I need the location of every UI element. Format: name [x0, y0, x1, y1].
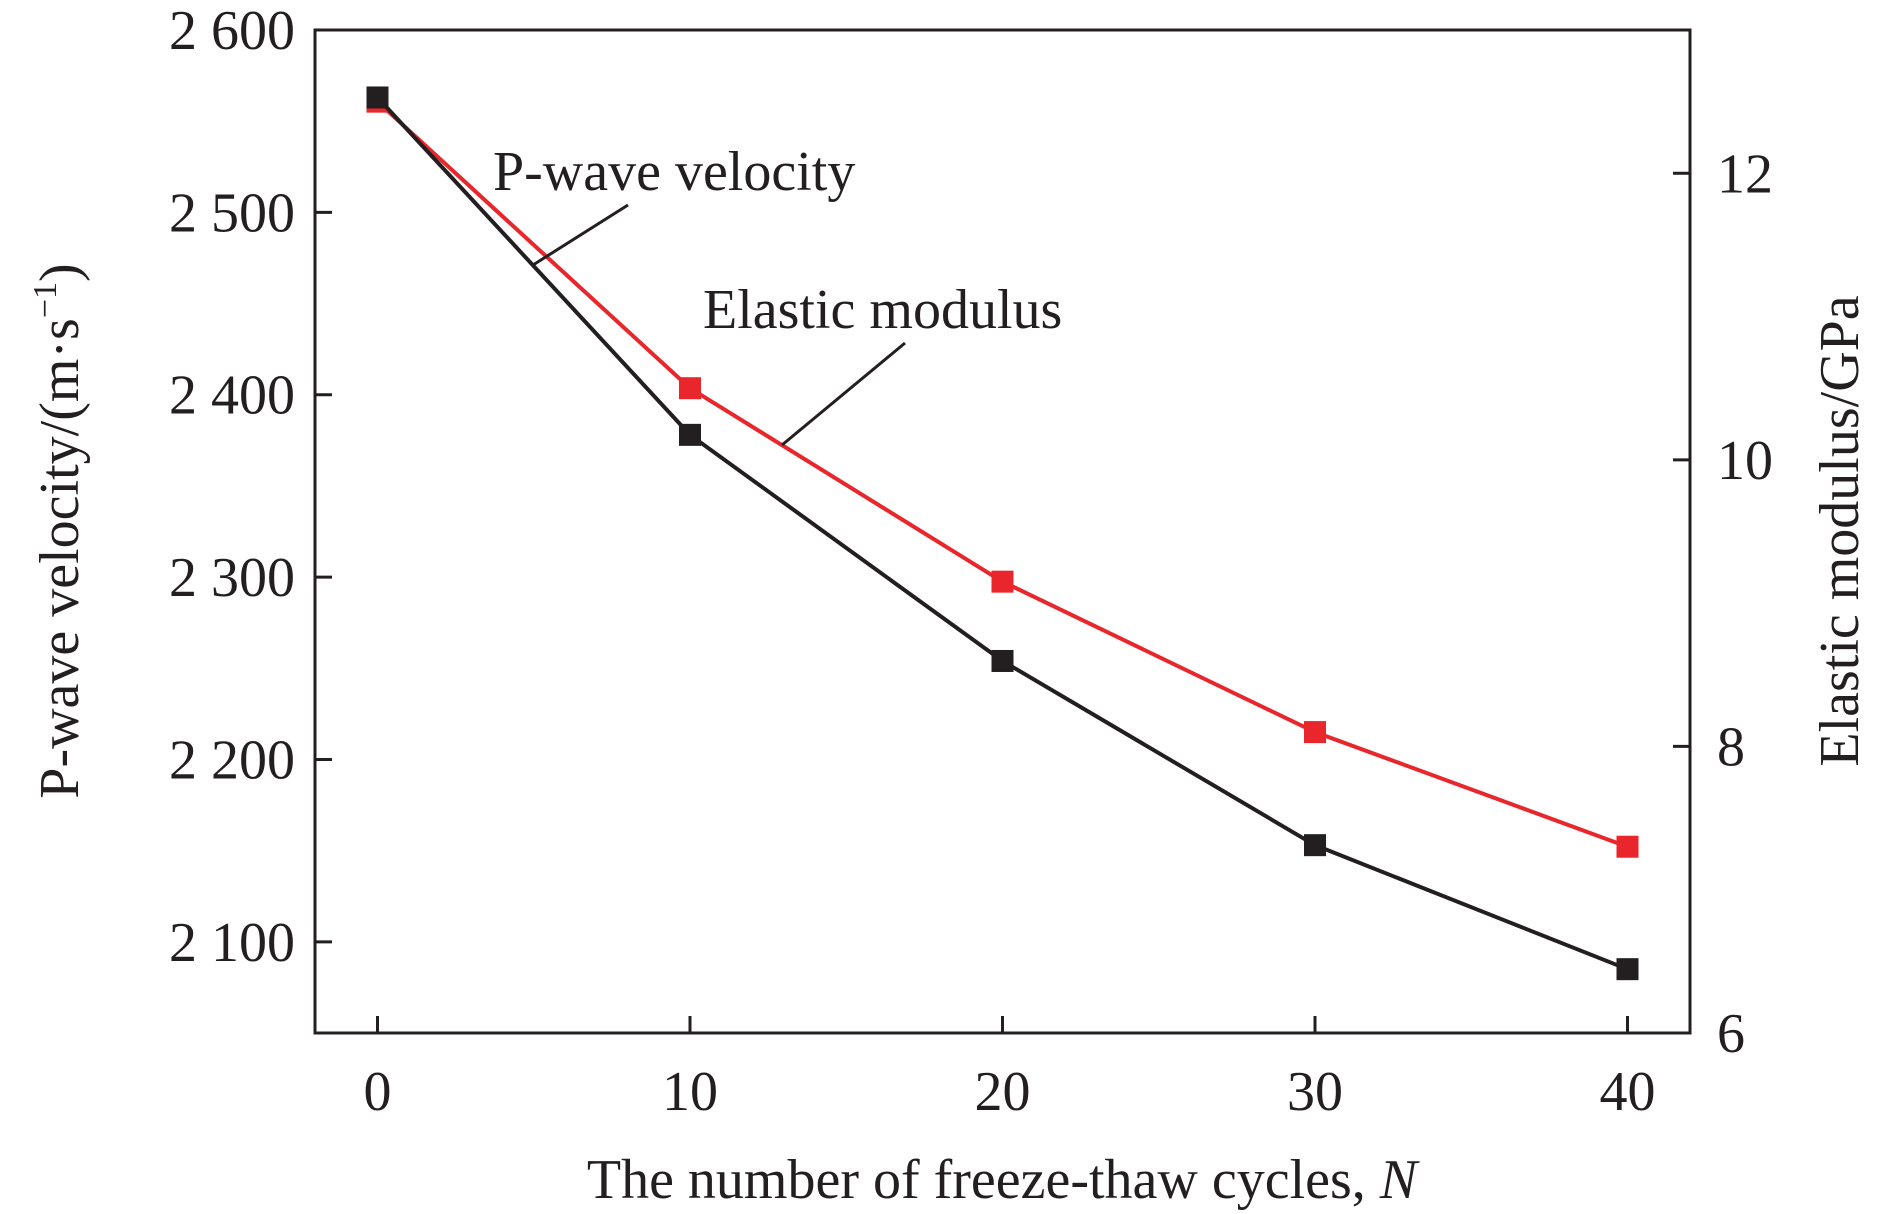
p-wave-velocity-line	[376, 96, 1629, 972]
y-right-tick-label: 8	[1717, 716, 1745, 778]
y-axis-left-title-exp: −1	[27, 282, 64, 318]
x-axis-title: The number of freeze-thaw cycles, N	[587, 1149, 1420, 1211]
x-tick-label: 30	[1287, 1061, 1343, 1123]
p-wave-velocity-marker	[366, 86, 389, 109]
y-axis-left-title-text: P-wave velocity/(m·s	[29, 318, 91, 799]
elastic-modulus-marker	[679, 377, 701, 400]
y-axis-left: 2 100 2 200 2 300 2 400 2 500 2 600	[169, 0, 332, 974]
y-axis-left-title-close: )	[29, 263, 91, 282]
elastic-modulus-line	[376, 100, 1629, 849]
x-tick-label: 0	[364, 1061, 392, 1123]
x-tick-label: 20	[975, 1061, 1031, 1123]
annotation-elastic-label: Elastic modulus	[703, 279, 1062, 341]
p-wave-velocity-marker	[1304, 834, 1326, 857]
x-axis-title-text: The number of freeze-thaw cycles,	[587, 1149, 1380, 1211]
annotation-elastic: Elastic modulus	[703, 279, 1062, 447]
x-tick-label: 40	[1600, 1061, 1656, 1123]
elastic-modulus-marker	[1616, 835, 1639, 858]
y-left-tick-label: 2 400	[169, 365, 295, 427]
y-left-tick-label: 2 200	[169, 729, 295, 791]
annotation-p-wave-label: P-wave velocity	[493, 141, 855, 203]
annotation-p-wave-leader	[532, 203, 629, 267]
y-left-tick-label: 2 300	[169, 547, 295, 609]
annotation-p-wave: P-wave velocity	[493, 141, 855, 267]
y-left-tick-label: 2 600	[169, 0, 295, 62]
elastic-modulus-marker	[991, 570, 1014, 593]
y-axis-left-title: P-wave velocity/(m·s−1)	[27, 263, 91, 798]
x-tick-label: 10	[662, 1061, 718, 1123]
annotation-elastic-leader	[781, 341, 906, 447]
x-axis-title-var: N	[1379, 1149, 1420, 1211]
x-axis: 0 10 20 30 40	[364, 1016, 1656, 1123]
y-axis-right: 6 8 10 12	[1673, 143, 1773, 1065]
p-wave-velocity-marker	[991, 649, 1014, 672]
y-left-tick-label: 2 500	[169, 182, 295, 244]
y-right-tick-label: 6	[1717, 1003, 1745, 1065]
p-wave-velocity-marker	[679, 423, 701, 446]
p-wave-velocity-marker	[1616, 958, 1639, 981]
elastic-modulus-marker	[1304, 721, 1326, 744]
series-layer	[366, 86, 1639, 981]
y-right-tick-label: 10	[1717, 430, 1773, 492]
y-left-tick-label: 2 100	[169, 912, 295, 974]
y-right-tick-label: 12	[1717, 143, 1773, 205]
y-axis-right-title: Elastic modulus/GPa	[1809, 295, 1871, 766]
